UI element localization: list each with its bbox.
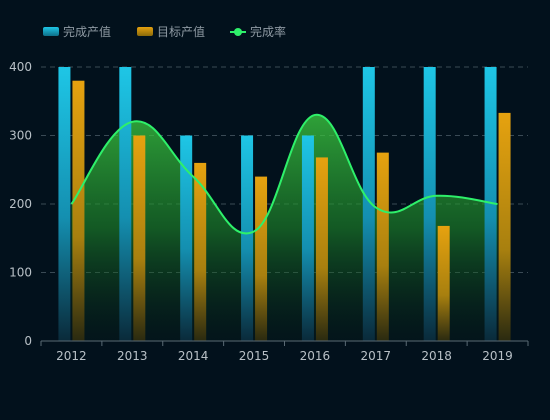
bar-目标产值-2016[interactable] bbox=[315, 157, 328, 341]
y-tick-label: 100 bbox=[9, 266, 32, 280]
bar-完成产值-2015[interactable] bbox=[241, 135, 254, 342]
area-完成率 bbox=[71, 114, 498, 341]
bar-完成产值-2017[interactable] bbox=[362, 67, 375, 341]
legend-item-目标产值[interactable]: 目标产值 bbox=[137, 24, 205, 39]
bar-目标产值-2018[interactable] bbox=[437, 225, 450, 341]
y-tick-label: 300 bbox=[9, 129, 32, 143]
bar-完成产值-2013[interactable] bbox=[119, 67, 132, 341]
bar-完成产值-2018[interactable] bbox=[423, 67, 436, 341]
bar-完成产值-2019[interactable] bbox=[484, 67, 497, 341]
bar-目标产值-2015[interactable] bbox=[255, 176, 268, 341]
bar-完成产值-2014[interactable] bbox=[180, 135, 193, 342]
legend-item-完成率[interactable]: 完成率 bbox=[230, 24, 286, 39]
legend-label-完成率: 完成率 bbox=[250, 24, 286, 39]
y-tick-label: 0 bbox=[24, 334, 32, 348]
bar-目标产值-2012[interactable] bbox=[72, 80, 85, 341]
x-tick-label: 2014 bbox=[178, 349, 209, 363]
x-tick-label: 2019 bbox=[482, 349, 513, 363]
line-layer bbox=[70, 113, 498, 235]
x-tick-label: 2015 bbox=[239, 349, 270, 363]
legend-swatch-完成产值 bbox=[43, 27, 59, 36]
legend-marker-完成率 bbox=[234, 28, 242, 36]
area-layer bbox=[71, 114, 498, 341]
bar-目标产值-2014[interactable] bbox=[194, 162, 207, 341]
legend-item-完成产值[interactable]: 完成产值 bbox=[43, 24, 111, 39]
y-axis: 0 100 200 300 400 bbox=[9, 60, 32, 348]
bar-目标产值-2013[interactable] bbox=[133, 135, 146, 342]
x-tick-label: 2013 bbox=[117, 349, 148, 363]
bar-目标产值-2017[interactable] bbox=[376, 152, 389, 341]
legend-label-完成产值: 完成产值 bbox=[63, 24, 111, 39]
x-tick-label: 2017 bbox=[361, 349, 392, 363]
y-tick-label: 400 bbox=[9, 60, 32, 74]
x-tick-label: 2012 bbox=[56, 349, 87, 363]
y-tick-label: 200 bbox=[9, 197, 32, 211]
x-tick-label: 2016 bbox=[300, 349, 331, 363]
line-完成率[interactable] bbox=[70, 113, 498, 235]
legend-label-目标产值: 目标产值 bbox=[157, 24, 205, 39]
bars bbox=[58, 67, 511, 342]
bar-完成产值-2016[interactable] bbox=[301, 135, 314, 342]
bar-完成产值-2012[interactable] bbox=[58, 67, 71, 341]
x-tick-label: 2018 bbox=[421, 349, 452, 363]
legend-swatch-目标产值 bbox=[137, 27, 153, 36]
x-axis: 2012 2013 2014 2015 2016 2017 2018 2019 bbox=[40, 340, 529, 363]
bar-目标产值-2019[interactable] bbox=[498, 112, 511, 342]
legend: 完成产值 目标产值 完成率 bbox=[43, 24, 286, 39]
